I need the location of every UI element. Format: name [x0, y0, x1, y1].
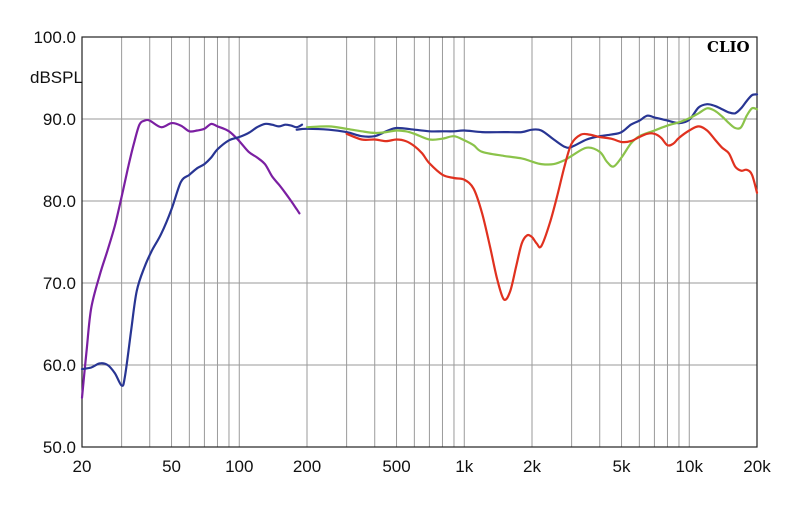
y-tick-label: 80.0 [43, 192, 76, 211]
y-tick-label: 50.0 [43, 438, 76, 457]
series-line-3 [295, 93, 759, 149]
x-tick-label: 2k [523, 457, 541, 476]
x-tick-label: 20k [743, 457, 771, 476]
grid [82, 37, 757, 447]
x-tick-label: 50 [162, 457, 181, 476]
y-tick-label: 70.0 [43, 274, 76, 293]
series-line-5 [345, 125, 759, 301]
x-tick-label: 5k [613, 457, 631, 476]
x-tick-label: 1k [455, 457, 473, 476]
x-tick-label: 10k [676, 457, 704, 476]
series-line-1 [80, 118, 301, 399]
y-tick-label: 90.0 [43, 110, 76, 129]
series-lines [80, 93, 759, 399]
series-line-2 [80, 122, 304, 387]
series-line-4 [305, 106, 759, 168]
x-tick-label: 200 [293, 457, 321, 476]
brand-logo: CLIO [707, 38, 750, 56]
x-tick-label: 20 [73, 457, 92, 476]
x-tick-label: 100 [225, 457, 253, 476]
y-tick-labels: 50.0 60.0 70.0 80.0 90.0 100.0 [33, 28, 76, 457]
x-tick-label: 500 [382, 457, 410, 476]
x-tick-labels: 20 50 100 200 500 1k 2k 5k 10k 20k [73, 457, 772, 476]
y-tick-label: 60.0 [43, 356, 76, 375]
y-tick-label: 100.0 [33, 28, 76, 47]
plot-frame [81, 36, 758, 448]
y-axis-label: dBSPL [30, 68, 83, 87]
